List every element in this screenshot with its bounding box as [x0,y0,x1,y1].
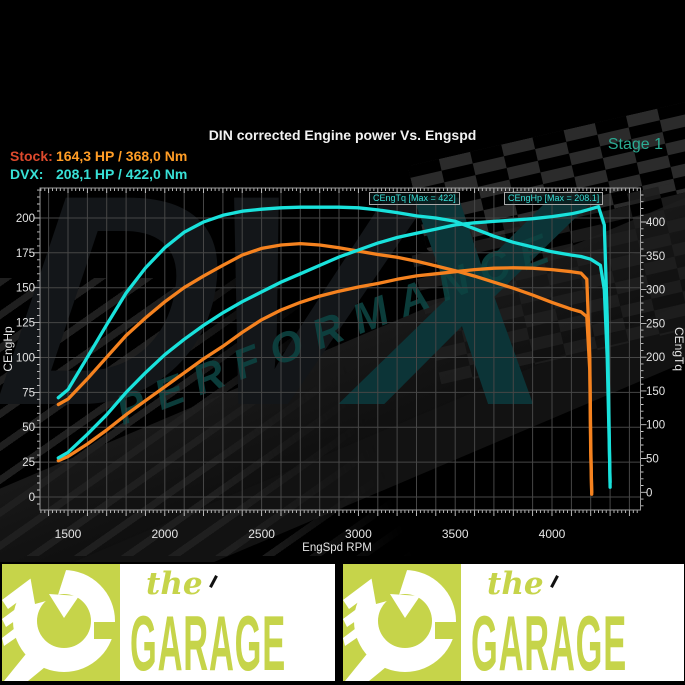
garage-logo-block: the GARAGE [343,564,684,681]
x-tick-label: 2000 [151,527,178,541]
y-right-tick-label: 100 [646,420,665,432]
y-left-tick-label: 0 [29,492,35,504]
y-left-tick-label: 100 [16,352,35,364]
x-tick-label: 2500 [248,527,275,541]
axis-ticks [34,188,647,516]
stock-value: 164,3 HP / 368,0 Nm [56,148,188,164]
curve-dvx_power_hp [56,205,612,489]
y-right-tick-label: 200 [646,352,665,364]
garage-logo-block: the GARAGE [2,564,335,681]
x-tick-label: 4000 [539,527,566,541]
plot-border [39,187,641,511]
curve-stock_power_hp [56,266,594,496]
y-left-tick-label: 200 [16,213,35,225]
y-left-tick-label: 50 [22,422,35,434]
y-right-tick-label: 300 [646,285,665,297]
garage-the-label: the [146,567,335,607]
y-right-tick-label: 400 [646,217,665,229]
y-right-tick-label: 0 [646,487,652,499]
garage-the-label: the [487,567,684,607]
garage-name-label: GARAGE [471,599,628,681]
y-right-tick-label: 350 [646,251,665,263]
y-right-axis-title: CEngTq [672,327,685,371]
garage-the-accent [209,575,218,588]
y-left-tick-label: 125 [16,318,35,330]
garage-text-panel: the GARAGE [120,564,335,681]
x-tick-label: 1500 [55,527,82,541]
y-right-tick-label: 50 [646,454,659,466]
x-tick-label: 3000 [345,527,372,541]
chart-title: DIN corrected Engine power Vs. Engspd [208,127,477,143]
garage-name-label: GARAGE [130,599,287,681]
stock-label: Stock: [10,148,53,164]
dvx-value: 208,1 HP / 422,0 Nm [56,166,188,182]
dvx-label: DVX: [10,166,44,182]
curve-dvx_torque_nm [56,205,612,484]
curve-stock_torque_nm [56,241,594,494]
x-tick-label: 3500 [442,527,469,541]
garage-g-icon [2,564,120,681]
garage-the-accent [550,575,559,588]
x-axis-title: EngSpd RPM [302,542,372,554]
y-right-tick-label: 150 [646,386,665,398]
y-left-tick-label: 25 [22,457,35,469]
garage-the-text: the [146,566,203,602]
legend-row-dvx: DVX: 208,1 HP / 422,0 Nm [10,165,187,183]
grid-lines [40,188,641,510]
stage-label: Stage 1 [607,136,663,153]
annotation-cengtq-max: CEngTq [Max = 422] [369,192,460,205]
legend: Stock: 164,3 HP / 368,0 Nm DVX: 208,1 HP /… [10,147,187,183]
y-left-tick-label: 175 [16,248,35,260]
y-left-axis-title: CEngHp [1,326,15,372]
y-right-tick-label: 250 [646,318,665,330]
garage-the-text: the [487,566,544,602]
annotation-cenghp-max: CEngHp [Max = 208.1] [504,192,604,205]
y-left-tick-label: 150 [16,283,35,295]
garage-text-panel: the GARAGE [461,564,684,681]
legend-row-stock: Stock: 164,3 HP / 368,0 Nm [10,147,187,165]
y-left-tick-label: 75 [22,387,35,399]
garage-g-icon [343,564,461,681]
garage-banner: the GARAGE the GARAG [0,562,685,685]
